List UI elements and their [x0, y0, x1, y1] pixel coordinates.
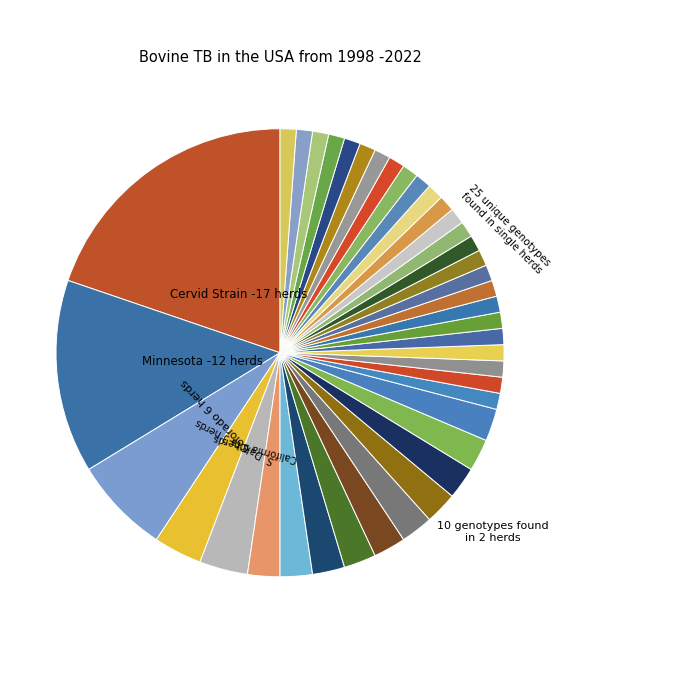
Wedge shape: [156, 353, 280, 562]
Wedge shape: [56, 280, 280, 469]
Wedge shape: [280, 353, 497, 440]
Wedge shape: [280, 138, 360, 353]
Wedge shape: [280, 158, 404, 353]
Wedge shape: [280, 353, 404, 556]
Text: S. Dakota 3 herds: S. Dakota 3 herds: [194, 416, 276, 464]
Wedge shape: [280, 236, 479, 353]
Wedge shape: [280, 250, 486, 353]
Title: Bovine TB in the USA from 1998 -2022: Bovine TB in the USA from 1998 -2022: [139, 49, 421, 64]
Text: Minnesota -12 herds: Minnesota -12 herds: [141, 355, 262, 368]
Text: California 3 herds: California 3 herds: [212, 432, 298, 464]
Wedge shape: [280, 129, 296, 353]
Wedge shape: [280, 345, 504, 361]
Wedge shape: [280, 353, 452, 520]
Wedge shape: [280, 210, 462, 353]
Wedge shape: [280, 280, 497, 353]
Wedge shape: [280, 129, 313, 353]
Wedge shape: [280, 186, 441, 353]
Wedge shape: [247, 353, 280, 577]
Wedge shape: [280, 197, 452, 353]
Wedge shape: [89, 353, 280, 540]
Wedge shape: [280, 312, 503, 353]
Wedge shape: [280, 175, 430, 353]
Text: 10 genotypes found
in 2 herds: 10 genotypes found in 2 herds: [437, 521, 548, 543]
Wedge shape: [280, 166, 417, 353]
Text: Colorado 6 herds: Colorado 6 herds: [179, 377, 252, 453]
Wedge shape: [280, 353, 504, 377]
Wedge shape: [68, 129, 280, 353]
Wedge shape: [280, 131, 329, 353]
Text: Cervid Strain -17 herds: Cervid Strain -17 herds: [169, 288, 307, 301]
Wedge shape: [280, 353, 375, 567]
Text: 25 unique genotypes
found in single herds: 25 unique genotypes found in single herd…: [459, 183, 553, 276]
Wedge shape: [200, 353, 280, 575]
Wedge shape: [280, 328, 504, 353]
Wedge shape: [280, 150, 390, 353]
Wedge shape: [280, 353, 313, 577]
Wedge shape: [280, 223, 471, 353]
Wedge shape: [280, 134, 344, 353]
Wedge shape: [280, 353, 503, 393]
Wedge shape: [280, 296, 501, 353]
Wedge shape: [280, 144, 375, 353]
Wedge shape: [280, 353, 344, 575]
Wedge shape: [280, 353, 430, 540]
Wedge shape: [280, 353, 501, 410]
Wedge shape: [280, 353, 486, 469]
Wedge shape: [280, 265, 492, 353]
Wedge shape: [280, 353, 471, 496]
